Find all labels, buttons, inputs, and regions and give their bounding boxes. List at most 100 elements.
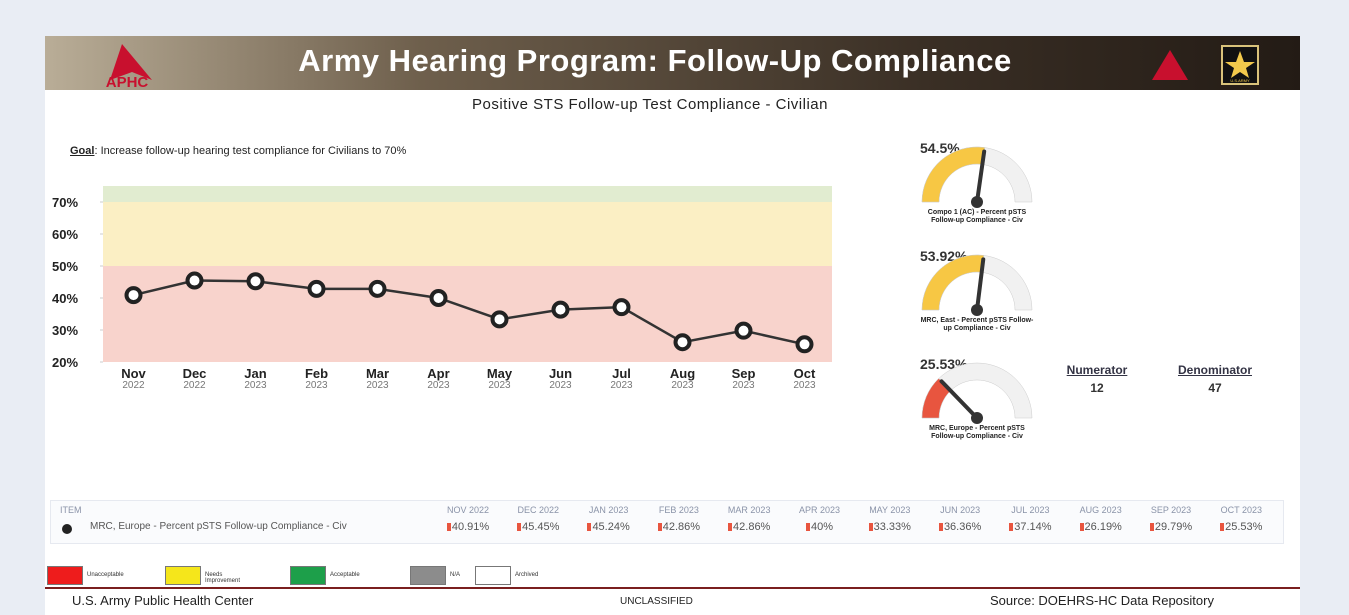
x-tick-label: Feb bbox=[305, 366, 328, 381]
footer-center: UNCLASSIFIED bbox=[620, 596, 693, 607]
cell-text: 29.79% bbox=[1154, 521, 1193, 533]
cell-flag bbox=[938, 523, 943, 531]
gauge-needle bbox=[939, 379, 979, 420]
point bbox=[734, 321, 753, 340]
gauge-hub bbox=[971, 196, 983, 208]
footer-right: Source: DOEHRS-HC Data Repository bbox=[990, 593, 1214, 608]
legend-swatch bbox=[47, 566, 83, 585]
gauge-hub bbox=[971, 304, 983, 316]
point bbox=[429, 289, 448, 307]
gauge-value-label: 54.5% bbox=[920, 140, 960, 156]
x-tick-year: 2023 bbox=[488, 380, 511, 391]
cell-flag bbox=[587, 523, 592, 531]
x-tick-year: 2023 bbox=[549, 380, 572, 391]
gauge-name: MRC, Europe - Percent pSTS Follow-up Com… bbox=[929, 425, 1025, 440]
cell-text: 33.33% bbox=[873, 521, 911, 533]
point bbox=[246, 272, 265, 291]
numerator: Numerator 12 bbox=[1042, 363, 1152, 395]
x-tick-year: 2023 bbox=[671, 380, 694, 391]
y-tick-label: 50% bbox=[52, 259, 78, 274]
row-bullet bbox=[62, 524, 72, 534]
cell-flag bbox=[868, 523, 873, 531]
y-tick-label: 20% bbox=[52, 355, 78, 370]
cell-text: 37.14% bbox=[1014, 521, 1052, 533]
gauge-name: MRC, East - Percent pSTS Follow-up Compl… bbox=[920, 317, 1034, 332]
gauge-name: Compo 1 (AC) - Percent pSTS Follow-up Co… bbox=[927, 209, 1027, 224]
table-cell: 40.91% bbox=[433, 521, 503, 533]
table bbox=[50, 500, 1284, 544]
x-tick-label: Sep bbox=[732, 366, 756, 381]
table-cell: 40% bbox=[785, 521, 855, 533]
goal-label: Goal bbox=[70, 145, 95, 157]
army-logos: U.S.ARMY bbox=[1152, 45, 1259, 85]
legend-label: Acceptable bbox=[330, 572, 360, 578]
line-chart: 20%30%40%50%60%70%Nov2022Dec2022Jan2023F… bbox=[52, 186, 832, 391]
point bbox=[368, 279, 387, 298]
band bbox=[103, 202, 832, 266]
cell-text: 45.24% bbox=[592, 521, 630, 533]
legend-label: Archived bbox=[515, 572, 539, 578]
gauge-track bbox=[921, 362, 1033, 419]
numerator-value: 12 bbox=[1090, 381, 1104, 395]
x-tick-label: Nov bbox=[121, 366, 146, 381]
x-tick-label: Jul bbox=[612, 366, 631, 381]
x-tick-year: 2023 bbox=[366, 380, 389, 391]
gauge-fill bbox=[921, 378, 951, 419]
header-title: Army Hearing Program: Follow-Up Complian… bbox=[298, 43, 1012, 78]
table-cell: 37.14% bbox=[995, 521, 1065, 533]
x-tick-label: Dec bbox=[183, 366, 207, 381]
footer-rule bbox=[45, 587, 1300, 589]
goal: Goal: Increase follow-up hearing test co… bbox=[70, 145, 406, 157]
gauge-fill bbox=[921, 146, 986, 203]
legend-swatch bbox=[290, 566, 326, 585]
table-cell: 29.79% bbox=[1136, 521, 1206, 533]
x-tick-label: Mar bbox=[366, 366, 389, 381]
x-tick-label: Jan bbox=[244, 366, 266, 381]
legend-label: Unacceptable bbox=[87, 572, 124, 578]
x-tick-year: 2023 bbox=[427, 380, 450, 391]
cell-text: 25.53% bbox=[1225, 521, 1263, 533]
cell-flag bbox=[1009, 523, 1014, 531]
cell-text: 42.86% bbox=[733, 521, 771, 533]
point bbox=[307, 279, 326, 298]
gauge bbox=[921, 146, 1033, 208]
cell-flag bbox=[657, 523, 662, 531]
cell-flag bbox=[728, 523, 733, 531]
x-tick-year: 2023 bbox=[305, 380, 328, 391]
gauge-fill bbox=[921, 254, 985, 311]
y-tick-label: 40% bbox=[52, 291, 78, 306]
band bbox=[103, 186, 832, 202]
gauge-hub bbox=[971, 412, 983, 424]
table-header: ITEM bbox=[60, 505, 82, 515]
goal-text: : Increase follow-up hearing test compli… bbox=[94, 145, 407, 157]
cell-flag bbox=[1220, 523, 1225, 531]
table-cell: 45.24% bbox=[574, 521, 644, 533]
table-header: JAN 2023 bbox=[588, 505, 629, 515]
y-tick-label: 70% bbox=[52, 195, 78, 210]
cell-text: 26.19% bbox=[1084, 521, 1122, 533]
footer-left: U.S. Army Public Health Center bbox=[72, 593, 254, 608]
cell-flag bbox=[446, 523, 451, 531]
table-header: JUL 2023 bbox=[1011, 505, 1050, 515]
aphc-logo: APHC bbox=[106, 44, 152, 91]
logo-icon bbox=[1152, 50, 1188, 80]
table-header: APR 2023 bbox=[798, 505, 841, 515]
cell-flag bbox=[1149, 523, 1154, 531]
point bbox=[490, 310, 509, 329]
denominator: Denominator 47 bbox=[1160, 363, 1270, 395]
point bbox=[551, 300, 570, 319]
gauge bbox=[921, 362, 1033, 424]
gauge-needle bbox=[975, 257, 986, 312]
x-tick-label: Aug bbox=[670, 366, 695, 381]
table-cell: 42.86% bbox=[714, 521, 784, 533]
cell-flag bbox=[805, 523, 810, 531]
x-tick-year: 2023 bbox=[610, 380, 633, 391]
logo-text: APHC bbox=[106, 74, 149, 91]
table-cell: 45.45% bbox=[503, 521, 573, 533]
x-tick-year: 2022 bbox=[122, 380, 145, 391]
denominator-label: Denominator bbox=[1177, 363, 1252, 377]
cell-text: 36.36% bbox=[943, 521, 982, 533]
x-tick-label: Apr bbox=[427, 366, 449, 381]
table-header: OCT 2023 bbox=[1220, 505, 1262, 515]
table-cell: 25.53% bbox=[1206, 521, 1276, 533]
